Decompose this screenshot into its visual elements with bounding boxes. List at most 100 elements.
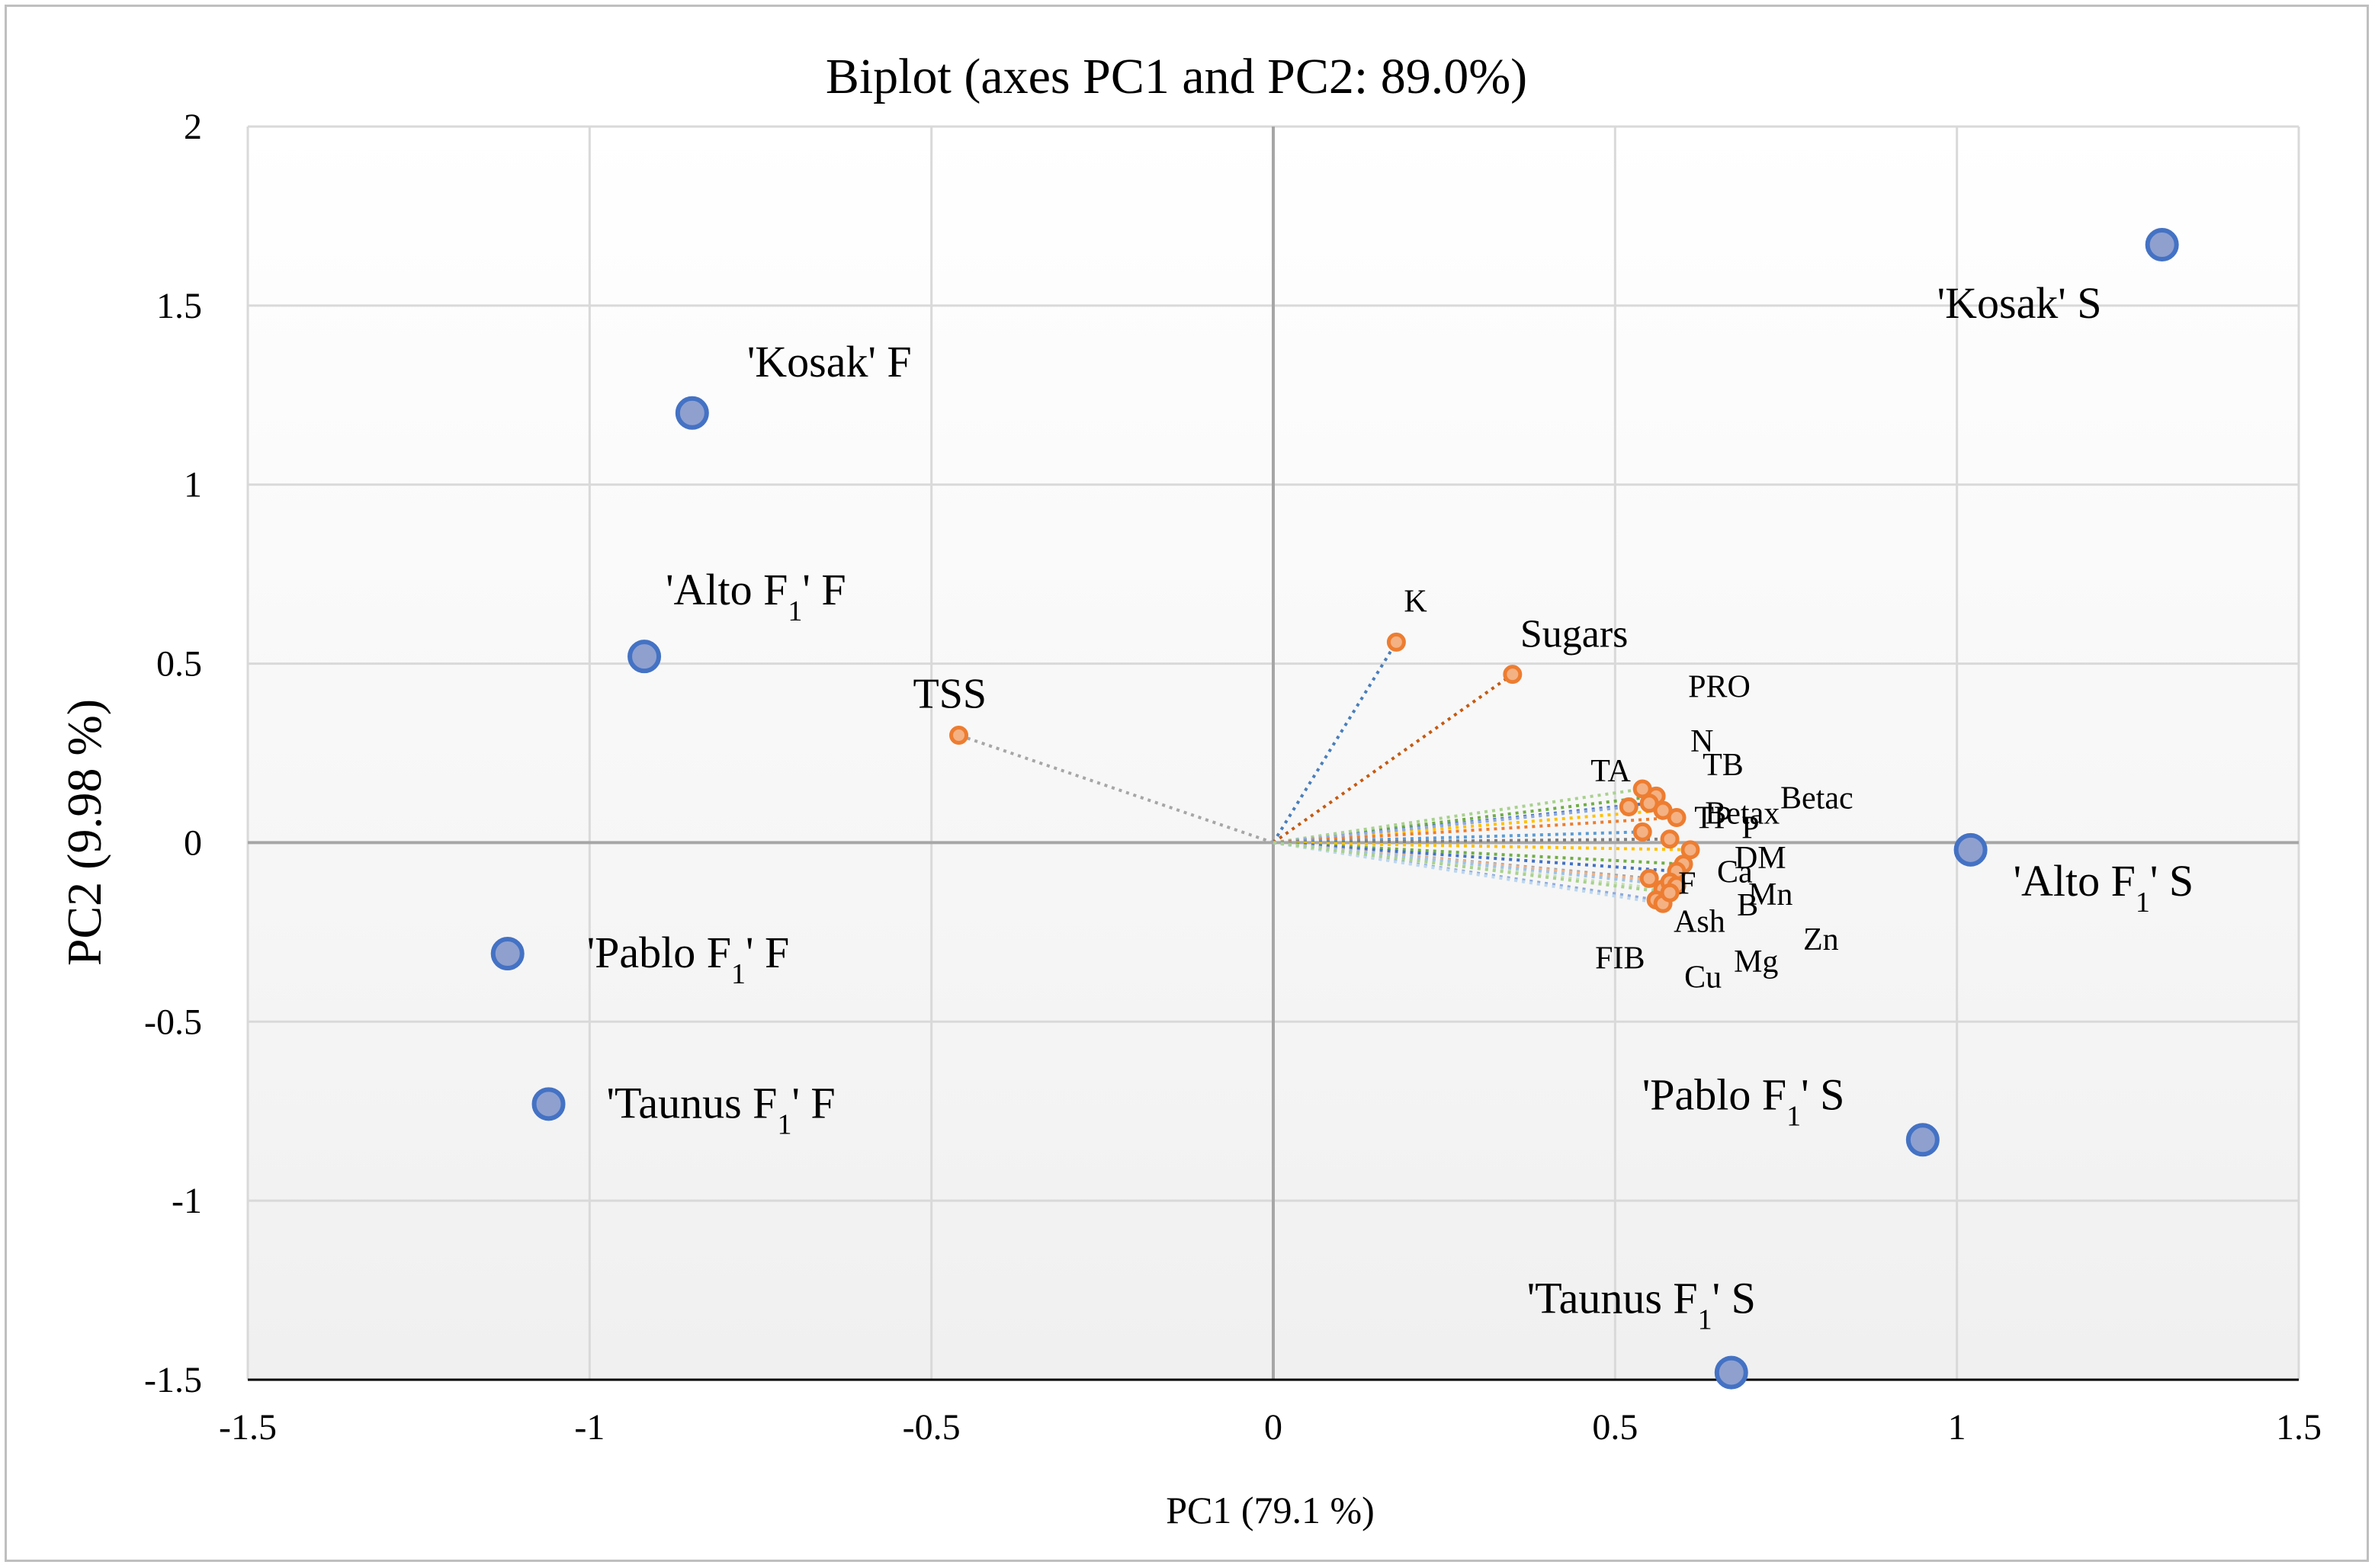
observation-label: 'Taunus F1' F: [607, 1078, 836, 1140]
y-tick-label: 1: [184, 465, 202, 505]
observation-label-tail: ' F: [791, 1078, 835, 1127]
x-tick-label: 0.5: [1592, 1407, 1638, 1448]
variable-vector: [1273, 805, 1629, 845]
variable-vector: [1273, 841, 1671, 895]
variable-point: [1680, 840, 1700, 860]
observation-label: 'Pablo F1' S: [1642, 1069, 1845, 1132]
y-axis-label: PC2 (9.98 %): [57, 699, 111, 966]
variable-point: [1632, 822, 1652, 842]
variable-label: TSS: [913, 671, 987, 718]
variable-point: [1667, 808, 1687, 828]
variable-label: N: [1690, 724, 1713, 759]
y-tick-label: -1: [172, 1181, 202, 1221]
variable-label: P: [1741, 811, 1759, 846]
variable-label: Mg: [1734, 944, 1778, 980]
variable-vector: [1272, 673, 1513, 845]
variable-label: Zn: [1803, 922, 1839, 957]
x-tick-label: -1.5: [219, 1407, 277, 1448]
variable-label: PRO: [1688, 669, 1751, 704]
observation-label-main: 'Kosak' F: [747, 337, 912, 386]
observation-point: [1953, 832, 1988, 867]
observation-label-main: 'Kosak' S: [1937, 278, 2102, 328]
observation-label-main: 'Alto F: [666, 565, 788, 614]
x-tick-label: 1: [1948, 1407, 1966, 1448]
variable-points: [949, 632, 1700, 913]
variable-vector: [1273, 841, 1691, 851]
variable-label: B: [1737, 888, 1758, 923]
observation-point: [2145, 228, 2179, 262]
observation-label-subscript: 1: [1698, 1304, 1712, 1336]
observation-label-main: 'Taunus F: [607, 1078, 778, 1127]
observation-label-subscript: 1: [788, 595, 802, 627]
variable-point: [1639, 868, 1659, 888]
observation-label: 'Pablo F1' F: [587, 928, 790, 990]
observation-label: 'Alto F1' S: [2014, 856, 2194, 919]
observation-label-main: 'Alto F: [2014, 856, 2136, 906]
variable-point: [1386, 632, 1406, 652]
variable-point: [1632, 779, 1652, 799]
variable-label: TP: [1694, 800, 1732, 835]
y-tick-label: -0.5: [144, 1002, 202, 1042]
observation-label-main: 'Pablo F: [1642, 1069, 1786, 1119]
point-labels: 'Kosak' F'Alto F1' F'Pablo F1' F'Taunus …: [587, 278, 2194, 1336]
observation-label: 'Kosak' F: [747, 337, 912, 386]
y-tick-label: 0.5: [156, 644, 202, 685]
observation-label-tail: ' F: [802, 565, 846, 614]
tick-labels: -1.5 -1 -0.5 0 0.5 1 1.5 -1.5 -1 -0.5 0 0.5 1 1.5 2: [144, 107, 2322, 1448]
variable-point: [1503, 665, 1523, 685]
variable-vector: [1273, 841, 1677, 874]
variable-label: Betac: [1780, 781, 1853, 816]
observation-label-tail: ' S: [1801, 1069, 1844, 1119]
variable-label: TB: [1703, 748, 1744, 783]
observation-label-subscript: 1: [777, 1108, 791, 1140]
observation-label-subscript: 1: [731, 958, 746, 990]
x-tick-label: -0.5: [903, 1407, 961, 1448]
observation-points: [490, 228, 2179, 1390]
variable-label: K: [1404, 584, 1427, 619]
variable-vector: [1273, 841, 1664, 906]
observation-label-tail: ' F: [746, 928, 789, 977]
x-tick-label: -1: [574, 1407, 605, 1448]
observation-point: [675, 396, 709, 430]
observation-point: [1905, 1123, 1940, 1157]
observation-point: [490, 937, 525, 971]
observation-label-tail: ' S: [1712, 1274, 1756, 1323]
observation-label: 'Alto F1' F: [666, 565, 846, 627]
observation-label-main: 'Pablo F: [587, 928, 731, 977]
variable-label: Sugars: [1520, 613, 1629, 656]
variable-label: Ca: [1717, 855, 1753, 890]
variable-label: Ash: [1674, 904, 1725, 939]
y-tick-label: -1.5: [144, 1360, 202, 1400]
observation-point: [1714, 1355, 1748, 1390]
observation-point: [627, 640, 662, 674]
variable-label: Betax: [1705, 796, 1780, 831]
variable-label: FIB: [1595, 941, 1645, 976]
variable-vector: [1273, 841, 1677, 887]
observation-label-tail: ' S: [2150, 856, 2194, 906]
x-axis-label: PC1 (79.1 %): [1166, 1489, 1375, 1531]
variable-vector: [1273, 816, 1677, 845]
variable-vector: [1273, 837, 1671, 845]
observation-label-main: 'Taunus F: [1527, 1274, 1698, 1323]
variable-point: [1660, 829, 1680, 849]
x-tick-label: 0: [1264, 1407, 1282, 1448]
variable-label: TA: [1590, 754, 1631, 789]
x-tick-label: 1.5: [2276, 1407, 2322, 1448]
observation-label: 'Taunus F1' S: [1527, 1274, 1756, 1336]
y-tick-label: 0: [184, 822, 202, 863]
observation-label-subscript: 1: [2136, 887, 2150, 919]
variable-vector: [958, 733, 1274, 845]
variable-point: [949, 726, 969, 746]
variable-label: F: [1678, 866, 1696, 901]
variable-label: Cu: [1684, 960, 1722, 995]
variable-label: DM: [1735, 841, 1786, 876]
y-tick-label: 2: [184, 107, 202, 147]
observation-label: 'Kosak' S: [1937, 278, 2102, 328]
variable-point: [1660, 883, 1680, 903]
variable-vector: [1273, 794, 1657, 845]
chart-title: Biplot (axes PC1 and PC2: 89.0%): [826, 49, 1527, 104]
observation-label-subscript: 1: [1786, 1100, 1801, 1132]
observation-point: [531, 1087, 566, 1121]
variable-vector: [1272, 641, 1398, 844]
